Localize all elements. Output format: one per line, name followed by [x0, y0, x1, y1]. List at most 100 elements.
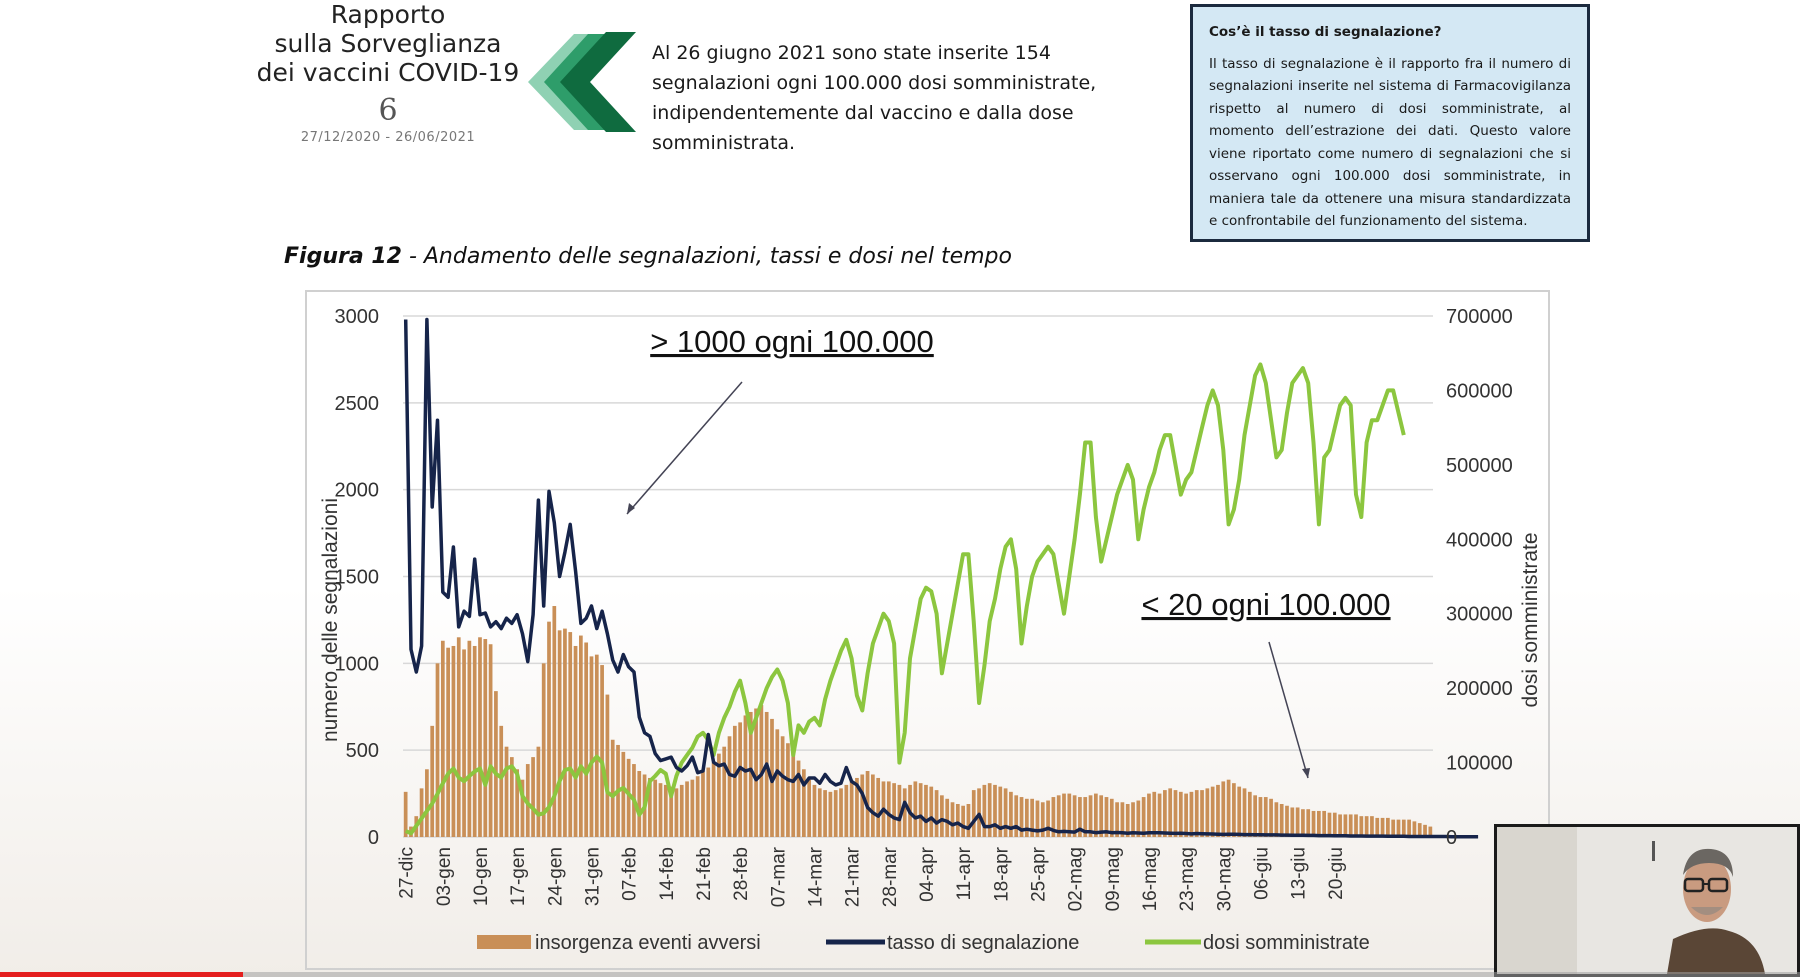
- bar: [1359, 816, 1364, 837]
- bar: [775, 729, 780, 837]
- x-tick-label: 10-gen: [471, 847, 492, 906]
- y-tick-label: 1500: [335, 567, 380, 589]
- legend-label-doses: dosi somministrate: [1203, 932, 1370, 954]
- bar: [1163, 790, 1167, 837]
- bar: [669, 786, 673, 837]
- x-tick-label: 30-mag: [1214, 847, 1235, 911]
- bar: [509, 757, 514, 837]
- bar: [1109, 798, 1114, 837]
- bar: [658, 783, 663, 837]
- bar: [786, 743, 790, 837]
- x-tick-label: 04-apr: [917, 846, 938, 902]
- bar: [1285, 805, 1289, 837]
- bar: [748, 711, 753, 837]
- bar: [1364, 816, 1369, 837]
- bar: [621, 751, 626, 837]
- doses-line: [404, 362, 1406, 836]
- bar: [653, 779, 658, 837]
- bar: [1316, 810, 1321, 837]
- x-tick-label: 02-mag: [1066, 847, 1087, 911]
- bar: [1279, 804, 1284, 837]
- bar: [998, 786, 1003, 837]
- bar: [536, 746, 541, 837]
- bar: [430, 725, 435, 837]
- bar: [472, 645, 477, 837]
- x-tick-label: 18-apr: [991, 846, 1012, 902]
- bar: [1401, 819, 1406, 837]
- bar: [897, 784, 902, 837]
- legend-label-rate: tasso di segnalazione: [887, 932, 1079, 954]
- bar: [1210, 786, 1215, 837]
- annotation-low: < 20 ogni 100.000: [1141, 587, 1390, 622]
- x-tick-label: 28-mar: [880, 846, 901, 907]
- x-tick-label: 03-gen: [434, 847, 455, 906]
- y2-tick-label: 700000: [1446, 306, 1513, 328]
- bar: [563, 628, 567, 837]
- bar: [674, 788, 679, 837]
- bar: [1343, 814, 1348, 837]
- bar: [1428, 826, 1433, 837]
- y-tick-label: 2500: [335, 393, 380, 415]
- logo-line-2: sulla Sorveglianza: [274, 29, 502, 58]
- bar: [1067, 793, 1072, 837]
- bar: [1375, 817, 1380, 837]
- x-tick-label: 27-dic: [397, 847, 418, 899]
- bar: [403, 791, 408, 837]
- bar: [695, 776, 700, 837]
- presenter-video[interactable]: [1494, 824, 1800, 977]
- logo-line-1: Rapporto: [330, 0, 446, 29]
- bar: [1178, 791, 1183, 837]
- bar: [663, 784, 668, 837]
- x-tick-label: 14-feb: [657, 847, 678, 901]
- bar: [435, 663, 440, 837]
- bar: [515, 769, 520, 837]
- bar: [727, 736, 732, 837]
- headline-text: Al 26 giugno 2021 sono state inserite 15…: [652, 42, 1097, 154]
- logo-line-3: dei vaccini COVID-19: [256, 58, 520, 87]
- bar: [1221, 781, 1226, 837]
- bar: [849, 781, 854, 837]
- bar: [817, 788, 822, 837]
- y-tick-label: 2000: [335, 480, 380, 502]
- x-tick-label: 07-mar: [768, 846, 789, 907]
- bar: [701, 771, 705, 837]
- bar: [1338, 814, 1342, 837]
- x-tick-label: 17-gen: [508, 847, 529, 906]
- bar: [1290, 807, 1295, 837]
- bar: [1184, 793, 1188, 837]
- bar: [1263, 797, 1268, 837]
- bar: [1242, 788, 1247, 837]
- bar: [940, 795, 944, 837]
- bar: [993, 784, 997, 837]
- legend: insorgenza eventi avversi tasso di segna…: [477, 932, 1370, 954]
- bar: [1396, 819, 1401, 837]
- x-tick-label: 21-mar: [843, 846, 864, 907]
- bar: [924, 784, 928, 837]
- bar: [1152, 791, 1157, 837]
- x-tick-label: 06-giu: [1251, 847, 1272, 900]
- video-progress-bar[interactable]: [0, 972, 1800, 977]
- bar: [456, 637, 461, 837]
- bar: [1035, 800, 1040, 837]
- bar: [679, 784, 684, 837]
- bar: [1099, 795, 1104, 837]
- bar: [494, 691, 498, 837]
- bar: [467, 640, 472, 837]
- bar: [1056, 795, 1061, 837]
- y-tick-label: 1000: [335, 653, 380, 675]
- bar: [488, 644, 493, 837]
- bar: [1094, 793, 1098, 837]
- info-box-body: Il tasso di segnalazione è il rapporto f…: [1209, 55, 1571, 230]
- figure-label: Figura 12: [284, 244, 402, 269]
- x-tick-label: 28-feb: [731, 847, 752, 901]
- bar: [1322, 810, 1327, 837]
- bar: [1168, 788, 1173, 837]
- y2-tick-label: 200000: [1446, 678, 1513, 700]
- bar: [1083, 797, 1088, 837]
- bar: [860, 774, 865, 837]
- bar: [987, 783, 992, 837]
- x-tick-label: 11-apr: [954, 846, 975, 900]
- bar: [541, 663, 546, 837]
- bar: [738, 722, 742, 837]
- bar: [1046, 800, 1050, 837]
